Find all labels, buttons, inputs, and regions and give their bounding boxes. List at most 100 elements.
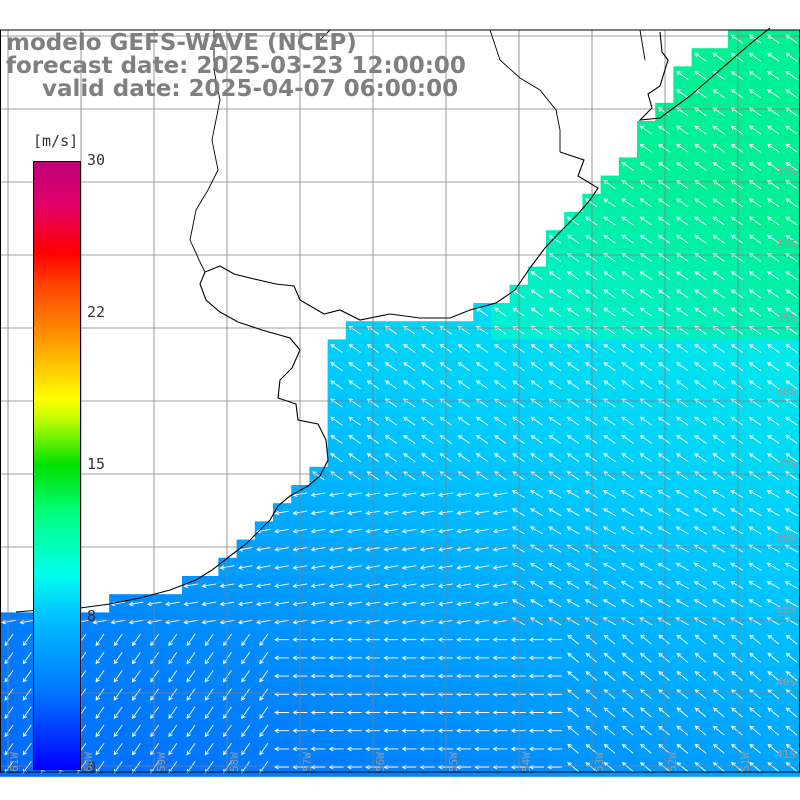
wind-arrow	[584, 562, 598, 571]
wind-arrow	[603, 652, 616, 663]
wind-arrow	[603, 398, 616, 408]
wind-arrow	[730, 198, 744, 208]
wind-arrow	[494, 453, 507, 463]
wind-arrow	[730, 761, 743, 772]
wind-arrow	[766, 508, 780, 517]
wind-arrow	[347, 583, 362, 589]
wind-arrow	[567, 743, 579, 754]
wind-arrow	[128, 619, 144, 625]
wind-arrow	[639, 362, 653, 372]
wind-arrow	[767, 670, 780, 681]
wind-arrow	[730, 34, 744, 44]
wind-arrow	[474, 655, 490, 661]
wind-arrow	[328, 510, 344, 516]
wind-arrow	[548, 544, 562, 553]
wind-arrow	[585, 670, 598, 681]
wind-arrow	[528, 637, 544, 642]
wind-arrow	[639, 725, 652, 736]
wind-arrow	[456, 510, 472, 516]
wind-arrow	[529, 508, 544, 517]
lat-label: 34S	[776, 238, 796, 251]
wind-arrow	[222, 670, 232, 683]
wind-arrow	[639, 289, 653, 299]
wind-arrow	[730, 343, 744, 353]
wind-arrow	[401, 601, 417, 607]
wind-arrow	[730, 652, 743, 663]
wind-arrow	[566, 234, 580, 244]
wind-arrow	[165, 619, 180, 625]
wind-arrow	[219, 619, 235, 625]
wind-arrow	[310, 583, 326, 589]
colorbar-tick-15: 15	[87, 455, 106, 473]
wind-arrow	[693, 508, 708, 517]
wind-arrow	[530, 380, 543, 390]
wind-cell	[782, 84, 800, 104]
wind-arrow	[675, 508, 689, 517]
wind-arrow	[693, 599, 708, 608]
wind-arrow	[603, 198, 616, 208]
wind-arrow	[712, 343, 725, 353]
wind-arrow	[730, 725, 743, 736]
title-model: modelo GEFS-WAVE (NCEP)	[6, 30, 357, 56]
wind-arrow	[639, 125, 653, 135]
wind-cell	[782, 230, 800, 249]
wind-arrow	[548, 526, 562, 535]
wind-arrow	[657, 216, 671, 226]
wind-arrow	[204, 706, 214, 719]
wind-cell	[782, 430, 800, 450]
wind-arrow	[492, 728, 508, 733]
wind-arrow	[530, 398, 543, 408]
wind-arrow	[657, 380, 671, 390]
wind-arrow	[766, 562, 780, 571]
wind-arrow	[767, 271, 780, 281]
wind-arrow	[421, 453, 434, 463]
wind-arrow	[22, 651, 32, 665]
wind-arrow	[694, 289, 707, 299]
wind-arrow	[712, 143, 725, 153]
wind-arrow	[711, 526, 726, 535]
wind-arrow	[383, 547, 399, 552]
wind-arrow	[183, 583, 199, 589]
wind-arrow	[548, 343, 562, 353]
wind-arrow	[383, 583, 399, 589]
wind-arrow	[658, 670, 670, 681]
wind-arrow	[712, 52, 725, 62]
wind-arrow	[567, 761, 579, 772]
wind-arrow	[639, 271, 653, 281]
wind-arrow	[676, 125, 689, 135]
wind-arrow	[150, 688, 160, 701]
wind-arrow	[419, 637, 435, 642]
lat-label: 41S	[776, 748, 796, 761]
wind-arrow	[401, 583, 417, 589]
wind-arrow	[548, 380, 562, 390]
wind-arrow	[676, 271, 689, 281]
wind-arrow	[602, 490, 617, 498]
title-forecast-date: forecast date: 2025-03-23 12:00:00	[6, 53, 466, 79]
wind-arrow	[694, 216, 707, 226]
wind-arrow	[457, 434, 471, 444]
wind-arrow	[529, 490, 544, 498]
wind-arrow	[711, 581, 726, 589]
wind-arrow	[456, 528, 472, 534]
wind-arrow	[529, 526, 544, 535]
wind-cell	[782, 175, 800, 195]
wind-arrow	[567, 707, 579, 718]
wind-arrow	[711, 599, 726, 608]
wind-arrow	[639, 526, 653, 535]
wind-cell	[782, 721, 800, 741]
wind-arrow	[621, 743, 634, 754]
wind-arrow	[456, 710, 472, 715]
lat-label: 36S	[776, 385, 796, 398]
wind-arrow	[784, 526, 799, 535]
wind-arrow	[694, 453, 707, 463]
wind-arrow	[730, 161, 744, 171]
wind-arrow	[748, 70, 762, 80]
wind-cell	[782, 648, 800, 668]
wind-arrow	[219, 583, 235, 589]
wind-arrow	[749, 652, 761, 663]
wind-arrow	[621, 198, 634, 208]
wind-cell	[782, 576, 800, 595]
wind-cell	[782, 102, 800, 122]
wind-arrow	[730, 234, 744, 244]
wind-arrow	[730, 398, 744, 408]
